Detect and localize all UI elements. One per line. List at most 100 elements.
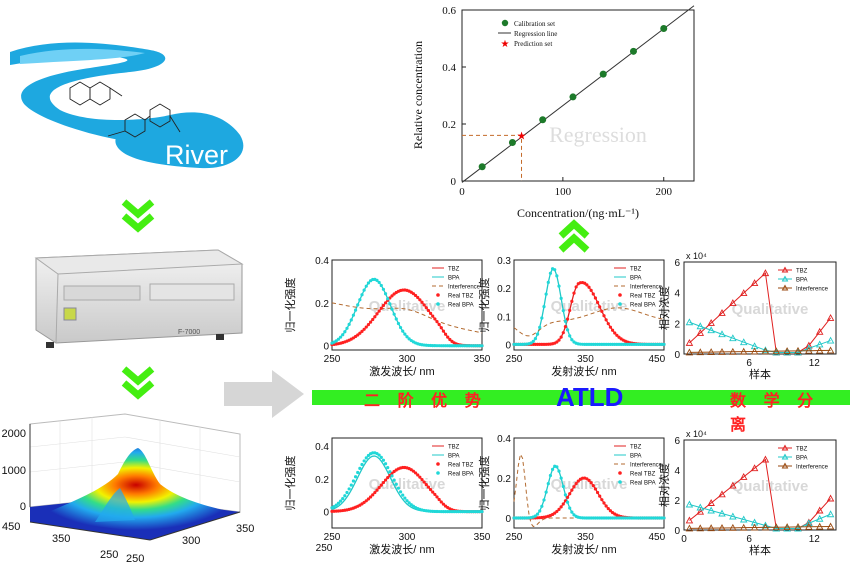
regression-watermark: Regression — [549, 122, 647, 147]
x-tick: 450 — [649, 532, 666, 543]
series-point — [561, 331, 565, 335]
series-point — [772, 348, 781, 356]
x-label: 激发波长/ nm — [369, 364, 434, 378]
series-point — [546, 482, 550, 486]
series-point — [815, 506, 824, 514]
series-point — [805, 346, 813, 354]
series-point — [718, 490, 726, 498]
series-point — [729, 481, 737, 489]
series-point — [761, 346, 770, 354]
x-tick: 250 — [324, 532, 341, 543]
series-point — [443, 332, 448, 336]
series-point — [422, 480, 426, 484]
series-point — [351, 313, 356, 317]
series-point — [381, 480, 386, 485]
series-point — [431, 490, 435, 494]
watermark: Qualitative — [551, 476, 628, 493]
regression-y-tick: 0.2 — [442, 119, 456, 131]
legend-label: Real TBZ — [630, 294, 656, 300]
legend-label-prediction: Prediction set — [514, 40, 552, 48]
series-point — [338, 499, 343, 503]
series-point — [561, 502, 565, 506]
series-point — [439, 500, 443, 504]
series-point — [707, 524, 715, 532]
series-point — [358, 466, 362, 470]
river-illustration — [10, 42, 244, 169]
x-label: 激发波长/ nm — [369, 542, 434, 556]
series-line — [331, 302, 483, 334]
series-point — [557, 284, 561, 288]
y-tick: 2 — [674, 496, 680, 507]
series-point — [783, 347, 791, 354]
regression-legend: Calibration set Regression line ★ Predic… — [498, 19, 557, 50]
legend-label: Real TBZ — [448, 294, 474, 300]
series-point — [351, 479, 356, 483]
series-point — [383, 301, 388, 305]
series-point — [345, 490, 349, 495]
series-point — [559, 505, 563, 509]
series-point — [568, 506, 572, 510]
regression-chart: Regression 0 100 200 0 0.2 0.4 0.6 ★ Concentrat… — [411, 5, 695, 220]
legend-label: Real BPA — [448, 303, 474, 309]
series-point — [750, 279, 759, 287]
series-point — [591, 484, 595, 488]
series-point — [548, 473, 553, 478]
series-point — [538, 509, 542, 513]
y-label: 相对浓度 — [657, 286, 671, 330]
series-point — [356, 303, 360, 307]
regression-y-label: Relative concentration — [411, 41, 425, 149]
series-line — [513, 307, 665, 337]
series-point — [718, 347, 726, 355]
y-label: 归一化强度 — [283, 456, 297, 511]
legend-label: Interference — [448, 285, 481, 291]
series-point — [815, 514, 824, 522]
series-point — [360, 462, 364, 467]
series-point — [563, 325, 568, 329]
series-point — [422, 303, 426, 307]
surface-y-tick: 250 — [100, 549, 118, 561]
series-point — [826, 494, 835, 502]
y-tick: 0 — [674, 526, 680, 537]
series-point — [613, 331, 617, 335]
series-point — [394, 482, 398, 486]
series-point — [480, 510, 484, 514]
series-point — [437, 497, 441, 502]
series-point — [424, 482, 428, 487]
series-point — [565, 317, 570, 321]
legend-marker — [618, 302, 622, 306]
series-point — [360, 293, 364, 297]
series-point — [544, 292, 548, 296]
series-point — [383, 462, 388, 466]
legend-marker — [781, 462, 789, 469]
legend-label: Interference — [796, 287, 829, 293]
series-point — [394, 317, 398, 321]
series-point — [334, 503, 338, 507]
molecule-icon — [69, 81, 181, 138]
legend-marker — [618, 293, 622, 297]
prediction-guide-line — [462, 134, 523, 181]
banner-right-text: 数 学 分 离 — [730, 391, 820, 434]
legend-label: BPA — [448, 454, 460, 460]
y-tick: 0 — [323, 508, 329, 519]
series-point — [794, 346, 802, 354]
series-point — [356, 470, 360, 475]
regression-x-tick: 100 — [555, 186, 572, 198]
series-point — [403, 496, 407, 500]
series-point — [563, 493, 568, 497]
series-point — [381, 458, 386, 462]
series-point — [407, 501, 411, 505]
y-tick: 0 — [323, 342, 329, 353]
series-point — [826, 314, 835, 321]
series-point — [366, 453, 371, 458]
y-tick: 0.1 — [497, 312, 511, 323]
regression-y-tick: 0.4 — [442, 62, 456, 74]
legend-label: Real BPA — [448, 472, 474, 478]
legend-marker — [436, 462, 440, 466]
series-point — [570, 510, 574, 514]
series-point — [364, 456, 368, 460]
regression-y-tick: 0.6 — [442, 5, 456, 17]
series-point — [559, 335, 563, 339]
series-point — [826, 346, 835, 354]
series-point — [662, 516, 666, 520]
legend-label: TBZ — [448, 267, 460, 273]
